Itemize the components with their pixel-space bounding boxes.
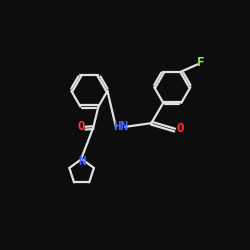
Text: O: O bbox=[176, 122, 184, 134]
Text: HN: HN bbox=[113, 120, 128, 133]
Text: N: N bbox=[78, 155, 86, 168]
Text: O: O bbox=[78, 120, 86, 133]
Text: F: F bbox=[196, 56, 204, 69]
